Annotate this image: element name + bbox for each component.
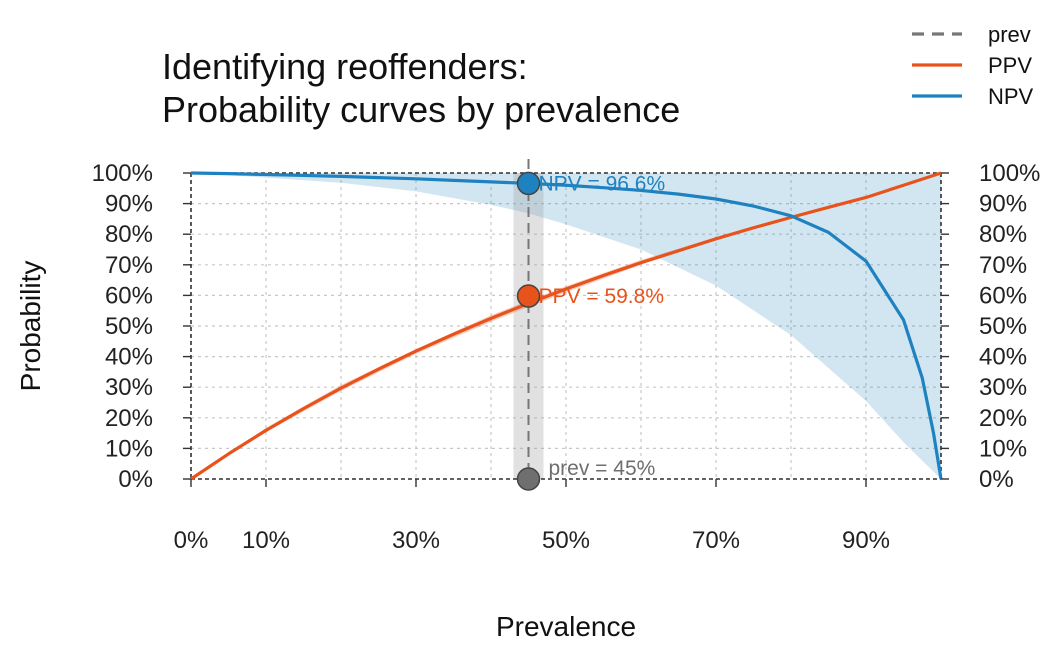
prevalence-marker	[513, 159, 544, 479]
y-tick-left-label-50: 50%	[105, 313, 153, 340]
confidence-bands	[191, 173, 941, 479]
prev-highlight-point	[516, 467, 541, 491]
npv-band	[191, 173, 941, 479]
chart-title-line-2: Probability curves by prevalence	[162, 89, 680, 130]
x-tick-label-30: 30%	[392, 527, 440, 554]
npv-highlight-point	[516, 171, 541, 196]
y-tick-left-label-30: 30%	[105, 374, 153, 401]
y-tick-left-label-20: 20%	[105, 405, 153, 432]
y-tick-left-label-40: 40%	[105, 344, 153, 371]
y-tick-right-label-20: 20%	[979, 405, 1027, 432]
y-tick-left-label-70: 70%	[105, 252, 153, 279]
series-lines	[190, 171, 943, 481]
y-tick-right-label-80: 80%	[979, 221, 1027, 248]
y-tick-left-label-60: 60%	[105, 282, 153, 309]
y-tick-right-label-90: 90%	[979, 191, 1027, 218]
ppv-point-label: PPV = 59.8%	[539, 285, 665, 308]
y-tick-left-label-10: 10%	[105, 435, 153, 462]
legend: prev PPV NPV	[912, 22, 1034, 109]
x-tick-label-90: 90%	[842, 527, 890, 554]
chart-title-line-1: Identifying reoffenders:	[162, 46, 528, 87]
y-tick-right-label-100: 100%	[979, 160, 1040, 187]
y-tick-right-label-10: 10%	[979, 435, 1027, 462]
y-axis-left: 0% 10% 20% 30% 40% 50% 60% 70% 80% 90% 100%	[92, 160, 191, 493]
y-tick-right-label-40: 40%	[979, 344, 1027, 371]
highlight-points: NPV = 96.6% PPV = 59.8% prev = 45%	[516, 171, 666, 491]
x-axis-label: Prevalence	[496, 611, 636, 642]
y-tick-left-label-90: 90%	[105, 191, 153, 218]
npv-point-label: NPV = 96.6%	[539, 172, 666, 195]
y-axis-right: 0% 10% 20% 30% 40% 50% 60% 70% 80% 90% 100%	[941, 160, 1040, 493]
y-tick-right-label-0: 0%	[979, 466, 1014, 493]
npv-line	[190, 171, 943, 480]
legend-label-ppv: PPV	[988, 53, 1032, 78]
y-tick-left-label-0: 0%	[118, 466, 153, 493]
x-tick-label-50: 50%	[542, 527, 590, 554]
y-axis-label: Probability	[15, 261, 46, 392]
ppv-highlight-point	[516, 284, 541, 308]
prev-point-label: prev = 45%	[549, 457, 656, 480]
x-tick-label-0: 0%	[174, 527, 209, 554]
y-tick-left-label-100: 100%	[92, 160, 153, 187]
y-tick-right-label-60: 60%	[979, 282, 1027, 309]
y-tick-right-label-70: 70%	[979, 252, 1027, 279]
x-tick-label-70: 70%	[692, 527, 740, 554]
y-tick-left-label-80: 80%	[105, 221, 153, 248]
x-tick-label-10: 10%	[242, 527, 290, 554]
ppv-line	[190, 171, 942, 481]
legend-label-npv: NPV	[988, 84, 1034, 109]
y-tick-right-label-30: 30%	[979, 374, 1027, 401]
x-axis: 0% 10% 30% 50% 70% 90%	[174, 479, 890, 554]
y-tick-right-label-50: 50%	[979, 313, 1027, 340]
legend-label-prev: prev	[988, 22, 1031, 47]
